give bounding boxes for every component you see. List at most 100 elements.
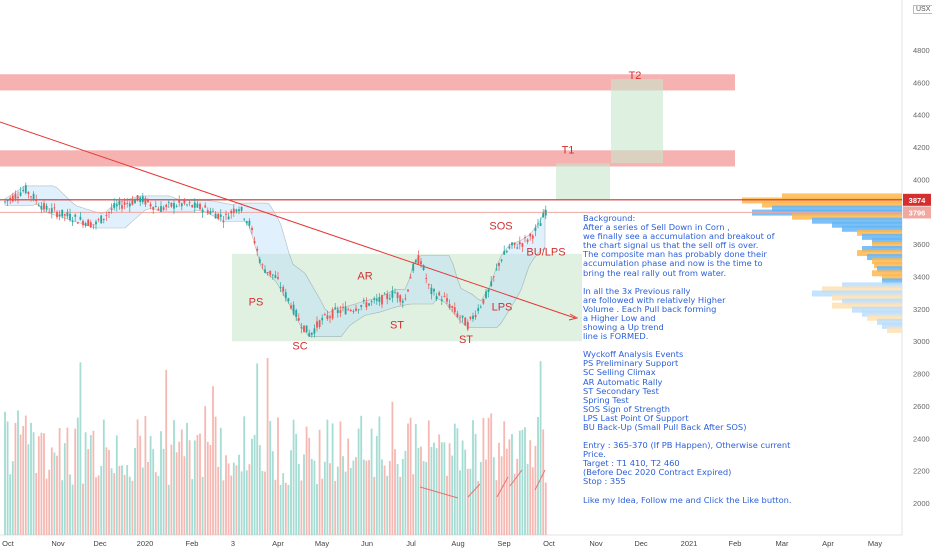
volume-bar [427,420,430,535]
volume-profile-bar [887,326,902,333]
wyckoff-label: LPS [492,301,513,313]
volume-bar [154,472,157,535]
candle-body [45,205,48,210]
volume-bar [9,474,12,535]
y-tick-label: 3600 [913,240,930,249]
candle-body [495,268,498,270]
volume-bar [347,438,350,535]
x-tick-label: Dec [634,539,648,548]
x-tick-label: Dec [93,539,107,548]
volume-bar [165,369,168,535]
candle-body [235,209,238,212]
candle-body [534,227,537,231]
target-zone-t2 [0,74,735,91]
y-tick-label: 4800 [913,46,930,55]
volume-profile-bar [877,266,902,273]
candle-body [277,277,279,279]
volume-bar [539,361,542,535]
candle-body [297,318,300,321]
candle-body [448,304,451,308]
note-line: The composite man has probably done thei… [583,249,767,260]
target-zone-t1 [0,150,735,167]
volume-bar [48,469,51,535]
candle-body [279,287,282,289]
volume-bar [251,438,253,535]
volume-bar [186,422,188,535]
idea-notes: Background: After a series of Sell Down i… [583,213,798,505]
volume-profile-bar [842,298,902,305]
volume-bar [102,419,105,535]
candle-body [238,209,240,212]
volume-bar [118,465,121,535]
candle-body [165,204,168,208]
candle-body [266,271,269,274]
candle-body [9,197,12,200]
candle-body [487,289,490,292]
candle-body [115,204,118,207]
y-tick-label: 4600 [913,78,930,87]
wyckoff-label: SC [292,340,307,352]
candle-body [409,277,412,279]
volume-bar [396,463,399,535]
candle-body [157,208,160,211]
volume-bar [123,474,126,535]
volume-bar [487,417,490,535]
volume-bar [448,443,451,535]
target-box-t1 [556,163,610,200]
volume-bar [313,460,316,535]
candle-body [196,203,199,208]
volume-bar [472,420,474,535]
volume-bar [175,452,178,535]
candle-body [440,299,443,301]
x-tick-label: Mar [776,539,789,548]
volume-bar [45,478,48,535]
volume-bar [537,416,539,535]
volume-bar [261,470,264,535]
volume-bar [222,480,225,535]
volume-bar [178,441,181,535]
wyckoff-label: PS [249,297,264,309]
note-line: Entry : 365-370 (If PB Happen), Otherwis… [583,440,791,460]
volume-bar [404,450,407,535]
x-tick-label: Aug [451,539,464,548]
currency-badge[interactable]: USX [913,5,932,14]
volume-bar [373,476,376,535]
volume-profile-bar [862,310,902,317]
volume-bar [258,445,261,535]
volume-bar [19,434,22,535]
volume-profile-bar [862,233,902,240]
volume-bar [511,434,513,535]
note-line: Wyckoff Analysis Events [583,349,684,360]
volume-profile-bar [882,278,902,285]
volume-bar [61,480,64,535]
candle-body [201,209,204,213]
volume-profile-bar [872,270,902,277]
note-line: SC Selling Climax [583,367,656,378]
candle-body [219,214,222,217]
candle-body [53,207,56,209]
target-label-t2: T2 [629,70,642,82]
candle-body [35,199,38,201]
volume-bar [407,423,409,535]
candle-body [14,193,17,199]
candle-body [248,220,251,226]
volume-bar [329,463,331,535]
y-tick-label: 4200 [913,143,930,152]
candle-body [469,316,472,319]
volume-bar [459,470,461,535]
candle-body [204,205,207,208]
volume-bar [100,465,103,535]
volume-bar [386,475,389,535]
volume-bar [399,476,402,535]
volume-bar [303,454,305,535]
volume-bar [498,442,500,535]
candle-body [329,316,331,318]
candle-body [284,292,287,299]
candle-body [391,290,394,298]
candle-body [188,202,191,204]
volume-bar [336,466,339,535]
candle-body [227,216,230,220]
downtrend-line [0,121,576,319]
